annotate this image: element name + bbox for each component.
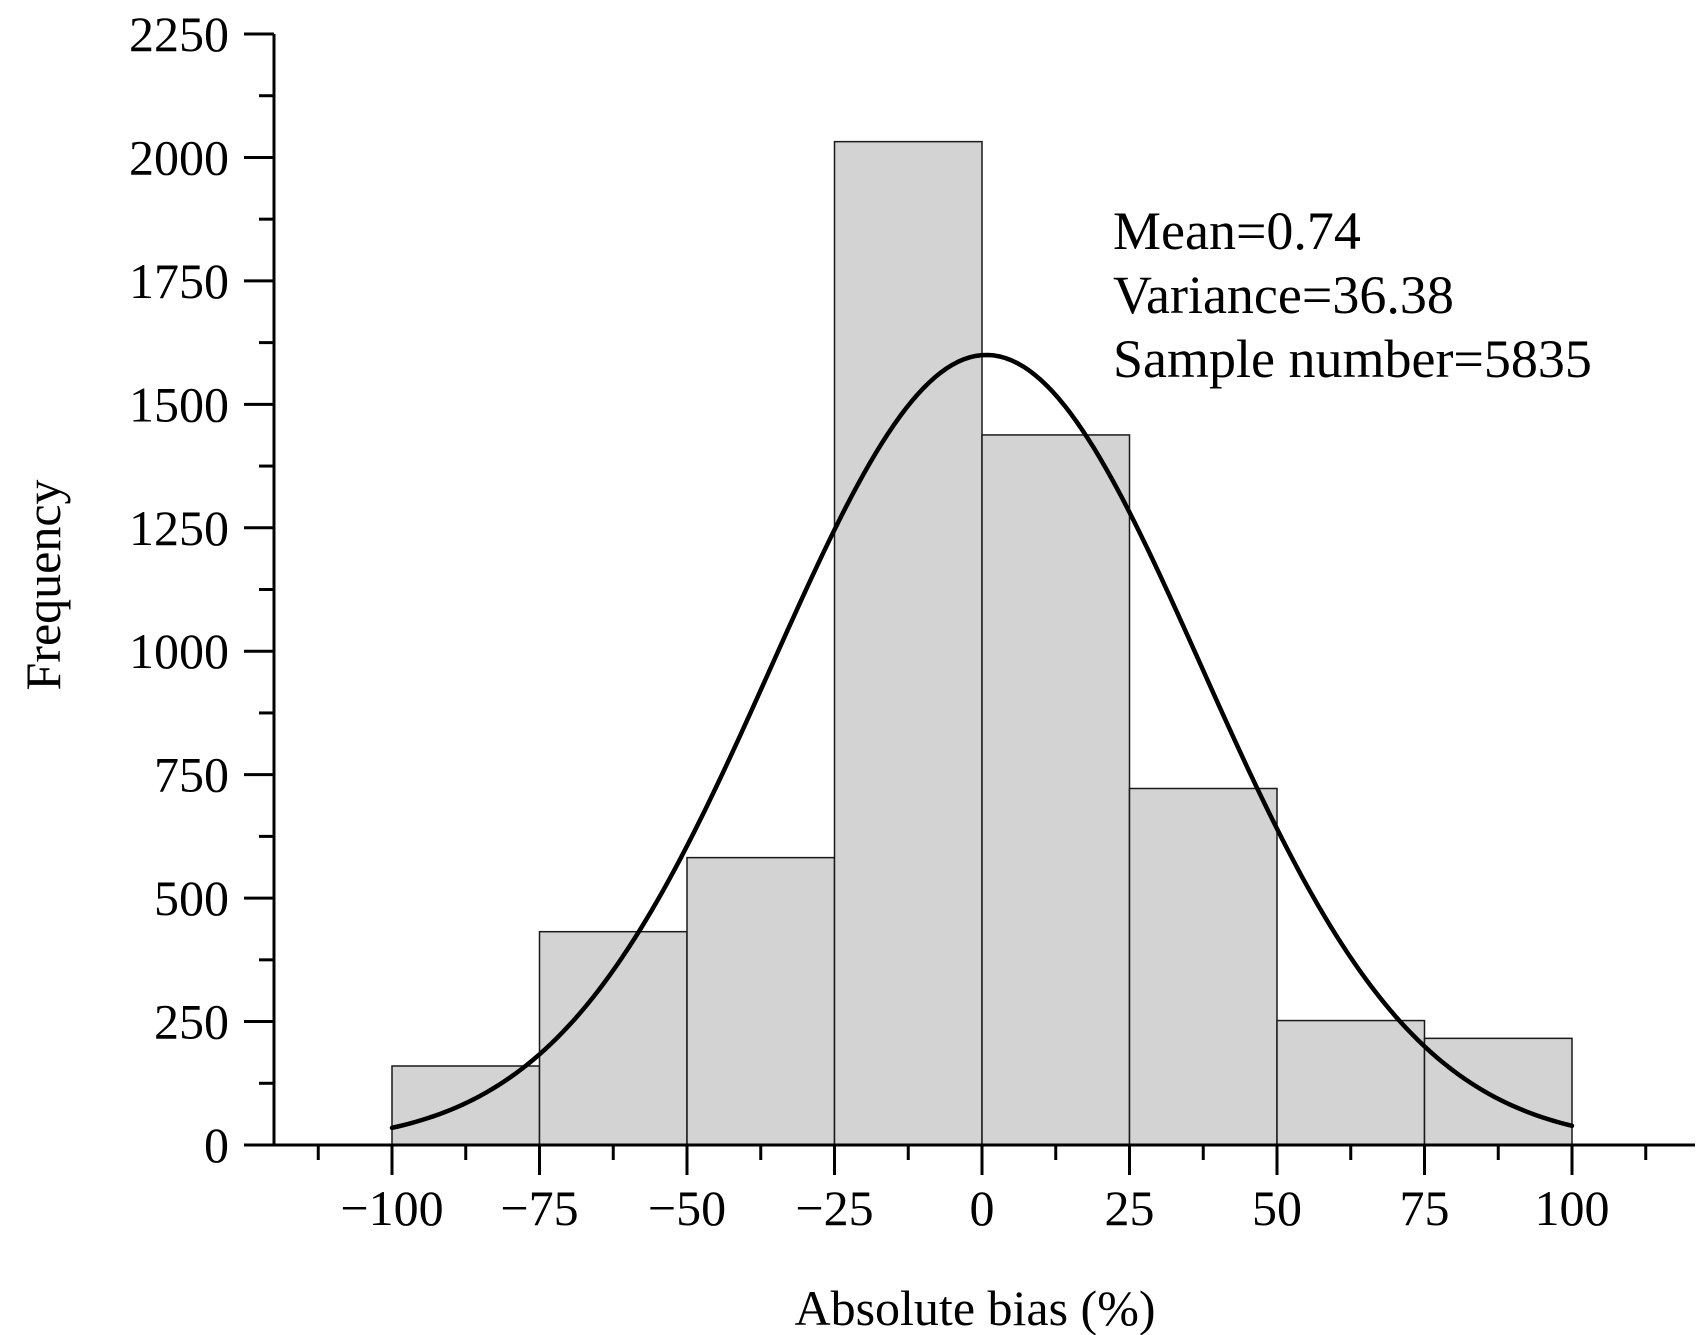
variance-annotation: Variance=36.38	[1113, 265, 1454, 325]
x-tick-label-4: 0	[970, 1180, 995, 1236]
x-tick-label-6: 50	[1252, 1180, 1302, 1236]
y-axis-title: Frequency	[15, 479, 71, 690]
y-tick-label-7: 1750	[129, 253, 229, 309]
histogram-bar-3	[833, 140, 983, 1146]
x-tick-label-3: −25	[795, 1180, 873, 1236]
histogram-bar-2	[686, 856, 836, 1146]
histogram-bar-4	[981, 434, 1131, 1146]
y-tick-label-1: 250	[154, 994, 229, 1050]
bars-layer	[391, 140, 1573, 1146]
x-tick-label-0: −100	[340, 1180, 443, 1236]
y-tick-label-6: 1500	[129, 376, 229, 432]
y-tick-label-8: 2000	[129, 129, 229, 185]
curve-layer	[389, 352, 1575, 1131]
y-tick-label-2: 500	[154, 870, 229, 926]
y-tick-label-5: 1250	[129, 500, 229, 556]
y-tick-label-0: 0	[204, 1117, 229, 1173]
x-tick-label-2: −50	[648, 1180, 726, 1236]
y-tick-label-4: 1000	[129, 623, 229, 679]
x-axis-title: Absolute bias (%)	[794, 1280, 1155, 1335]
histogram-bar-1	[538, 930, 688, 1146]
x-tick-label-1: −75	[500, 1180, 578, 1236]
y-tick-label-9: 2250	[129, 6, 229, 62]
y-tick-label-3: 750	[154, 747, 229, 803]
x-tick-label-7: 75	[1400, 1180, 1450, 1236]
normal-fit-curve	[389, 352, 1575, 1131]
ticks-layer	[244, 32, 1648, 1175]
mean-annotation: Mean=0.74	[1113, 201, 1361, 261]
sample-number-annotation: Sample number=5835	[1113, 329, 1592, 389]
histogram-bar-5	[1128, 787, 1278, 1146]
histogram-bar-6	[1276, 1019, 1426, 1146]
x-tick-label-5: 25	[1105, 1180, 1155, 1236]
x-tick-label-8: 100	[1535, 1180, 1610, 1236]
histogram-bar-7	[1423, 1037, 1573, 1146]
